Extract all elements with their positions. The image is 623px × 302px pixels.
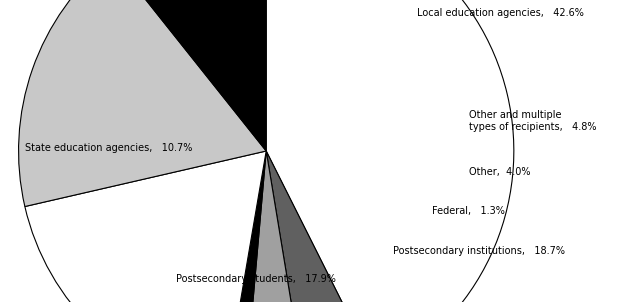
Text: Other,  4.0%: Other, 4.0% xyxy=(468,167,530,177)
Wedge shape xyxy=(25,151,266,302)
Text: Federal,   1.3%: Federal, 1.3% xyxy=(432,206,505,217)
Text: Other and multiple
types of recipients,   4.8%: Other and multiple types of recipients, … xyxy=(468,110,596,132)
Wedge shape xyxy=(224,151,266,302)
Wedge shape xyxy=(266,151,378,302)
Wedge shape xyxy=(244,151,307,302)
Wedge shape xyxy=(112,0,266,151)
Wedge shape xyxy=(19,0,266,207)
Wedge shape xyxy=(266,0,514,302)
Text: Postsecondary institutions,   18.7%: Postsecondary institutions, 18.7% xyxy=(393,246,565,256)
Text: Postsecondary students,   17.9%: Postsecondary students, 17.9% xyxy=(176,274,335,284)
Text: State education agencies,   10.7%: State education agencies, 10.7% xyxy=(24,143,192,153)
Text: Local education agencies,   42.6%: Local education agencies, 42.6% xyxy=(417,8,584,18)
